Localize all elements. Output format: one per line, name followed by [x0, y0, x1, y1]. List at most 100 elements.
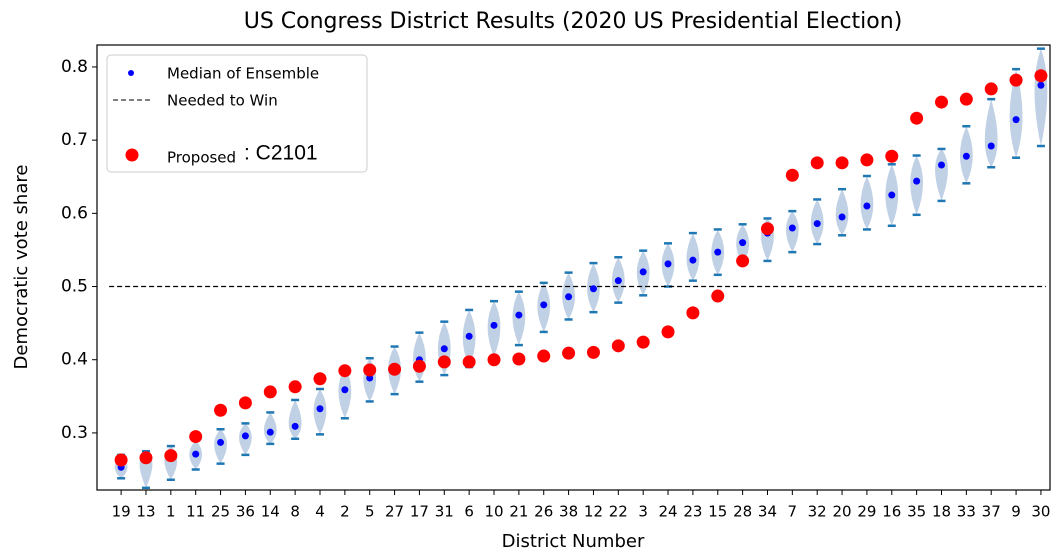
- x-tick-label: 17: [410, 503, 429, 521]
- x-tick-label: 37: [982, 503, 1001, 521]
- x-tick-label: 32: [808, 503, 827, 521]
- legend-plan: : C2101: [244, 142, 318, 165]
- proposed-point: [885, 149, 899, 163]
- proposed-point: [810, 156, 824, 170]
- x-tick-label: 14: [261, 503, 280, 521]
- median-point: [714, 248, 722, 256]
- median-point: [589, 285, 597, 293]
- y-tick-label: 0.3: [61, 423, 88, 443]
- legend-box: [106, 54, 368, 173]
- x-tick-label: 13: [136, 503, 155, 521]
- x-tick-label: 9: [1011, 503, 1021, 521]
- median-point: [614, 277, 622, 285]
- x-tick-label: 5: [365, 503, 375, 521]
- median-point: [565, 293, 573, 301]
- median-point: [266, 428, 274, 436]
- x-tick-label: 31: [435, 503, 454, 521]
- violin-body: [935, 148, 948, 201]
- proposed-point: [164, 449, 178, 463]
- proposed-point: [661, 325, 675, 339]
- proposed-point: [760, 222, 774, 236]
- x-tick-label: 27: [385, 503, 404, 521]
- proposed-point: [412, 359, 426, 373]
- median-point: [639, 268, 647, 276]
- median-point: [813, 220, 821, 228]
- proposed-point: [736, 254, 750, 268]
- x-tick-label: 23: [683, 503, 702, 521]
- proposed-point: [686, 306, 700, 320]
- proposed-point: [437, 355, 451, 369]
- proposed-point: [139, 451, 153, 465]
- y-tick-label: 0.5: [61, 277, 88, 297]
- median-point: [937, 161, 945, 169]
- median-point: [241, 432, 249, 440]
- median-point: [1037, 81, 1045, 89]
- proposed-point: [462, 355, 476, 369]
- median-point: [739, 239, 747, 247]
- median-point: [440, 345, 448, 353]
- median-point: [788, 224, 796, 232]
- x-tick-label: 4: [315, 503, 325, 521]
- x-tick-label: 8: [290, 503, 300, 521]
- x-tick-label: 1: [166, 503, 176, 521]
- x-tick-label: 24: [658, 503, 677, 521]
- x-tick-label: 25: [211, 503, 230, 521]
- x-tick-label: 29: [857, 503, 876, 521]
- median-point: [962, 152, 970, 160]
- median-point: [217, 438, 225, 446]
- median-point: [838, 213, 846, 221]
- x-tick-label: 21: [509, 503, 528, 521]
- proposed-point: [512, 352, 526, 366]
- proposed-point: [1009, 73, 1023, 87]
- median-point: [913, 177, 921, 185]
- proposed-point: [711, 289, 725, 303]
- y-tick-label: 0.6: [61, 203, 88, 223]
- median-point: [291, 422, 299, 430]
- x-tick-label: 10: [484, 503, 503, 521]
- x-tick-label: 34: [758, 503, 777, 521]
- median-point: [689, 256, 697, 264]
- proposed-point: [537, 349, 551, 363]
- violin-body: [1009, 69, 1023, 158]
- legend-label: Needed to Win: [167, 92, 278, 110]
- violin-body: [785, 211, 799, 253]
- proposed-point: [860, 153, 874, 167]
- x-tick-label: 30: [1031, 503, 1050, 521]
- proposed-point: [984, 82, 998, 96]
- proposed-point: [785, 168, 799, 182]
- x-tick-label: 38: [559, 503, 578, 521]
- y-tick-label: 0.4: [61, 350, 88, 370]
- x-tick-label: 26: [534, 503, 553, 521]
- proposed-point: [910, 111, 924, 125]
- proposed-point: [1034, 69, 1048, 83]
- chart-title: US Congress District Results (2020 US Pr…: [244, 9, 903, 34]
- x-tick-label: 28: [733, 503, 752, 521]
- violin-body: [487, 301, 501, 357]
- y-axis-label: Democratic vote share: [11, 165, 32, 370]
- proposed-point: [835, 156, 849, 170]
- legend-label: Median of Ensemble: [167, 65, 319, 83]
- violin-body: [984, 99, 998, 168]
- y-tick-label: 0.7: [61, 130, 88, 150]
- proposed-point: [338, 364, 352, 378]
- median-point: [540, 301, 548, 309]
- proposed-point: [214, 403, 228, 417]
- median-point: [888, 191, 896, 199]
- violin-body: [263, 412, 277, 444]
- proposed-point: [586, 345, 600, 359]
- x-tick-label: 7: [788, 503, 798, 521]
- proposed-point: [238, 396, 252, 410]
- proposed-point: [263, 385, 277, 399]
- x-tick-label: 2: [340, 503, 350, 521]
- proposed-point: [636, 335, 650, 349]
- proposed-point: [959, 92, 973, 106]
- x-tick-label: 11: [186, 503, 205, 521]
- median-point: [1012, 116, 1020, 124]
- x-tick-label: 22: [609, 503, 628, 521]
- proposed-point: [189, 430, 203, 444]
- median-point: [515, 311, 523, 319]
- proposed-point: [487, 353, 501, 367]
- proposed-point: [114, 453, 128, 467]
